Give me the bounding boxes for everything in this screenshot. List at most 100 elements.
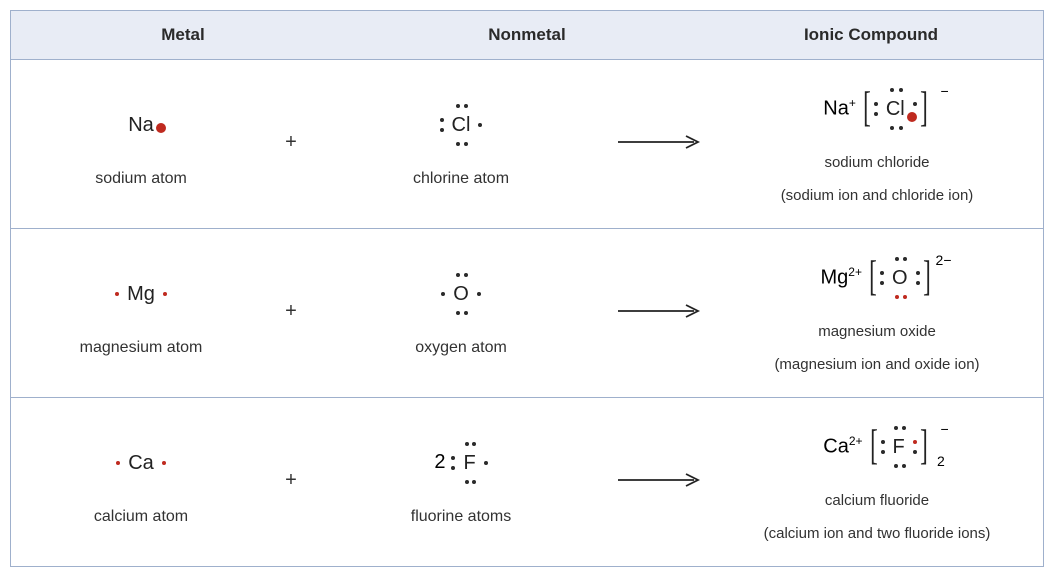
electron-dot	[913, 450, 917, 454]
ionic-compound-table: Metal Nonmetal Ionic Compound Na sodium …	[10, 10, 1044, 567]
electron-dot	[465, 480, 469, 484]
metal-cell: Ca calcium atom	[11, 433, 271, 528]
electron-dot	[894, 426, 898, 430]
subscript: 2	[937, 453, 945, 469]
electron-dot	[116, 461, 120, 465]
bracket-left: [	[863, 92, 871, 126]
element-symbol: Cl	[886, 98, 905, 120]
electron-dot	[913, 102, 917, 106]
product-desc: (calcium ion and two fluoride ions)	[764, 524, 991, 544]
table-row: Mg magnesium atom + O oxygen atom Mg2+ […	[11, 229, 1043, 398]
bracket-right: ]	[920, 430, 928, 464]
product-desc: (sodium ion and chloride ion)	[781, 186, 974, 206]
element-symbol: O	[892, 267, 908, 289]
nonmetal-cell: O oxygen atom	[311, 264, 611, 359]
electron-dot	[472, 442, 476, 446]
electron-dot	[451, 466, 455, 470]
header-metal: Metal	[11, 11, 355, 59]
element-symbol: Mg	[127, 283, 155, 305]
electron-dot	[880, 271, 884, 275]
metal-label: sodium atom	[95, 169, 187, 190]
bracket-left: [	[870, 430, 878, 464]
cation: Na+	[823, 96, 856, 121]
header-product: Ionic Compound	[699, 11, 1043, 59]
nonmetal-label: oxygen atom	[415, 338, 507, 359]
coefficient: 2	[434, 451, 445, 474]
electron-dot	[899, 126, 903, 130]
lewis-structure: F	[451, 443, 487, 483]
electron-dot	[484, 461, 488, 465]
header-nonmetal: Nonmetal	[355, 11, 699, 59]
electron-dot	[916, 271, 920, 275]
bracket-right: ]	[920, 92, 928, 126]
electron-dot	[156, 123, 166, 133]
electron-dot	[894, 464, 898, 468]
arrow-icon	[616, 134, 706, 150]
table-row: Ca calcium atom + 2F fluorine atoms Ca2+…	[11, 398, 1043, 566]
electron-dot	[899, 88, 903, 92]
metal-label: calcium atom	[94, 507, 188, 528]
electron-dot	[162, 461, 166, 465]
product-name: calcium fluoride	[825, 491, 929, 511]
plus-symbol: +	[271, 300, 311, 323]
table-row: Na sodium atom + Cl chlorine atom Na+ [ …	[11, 60, 1043, 229]
product-name: sodium chloride	[824, 153, 929, 173]
arrow-cell	[611, 134, 711, 150]
arrow-cell	[611, 303, 711, 319]
electron-dot	[115, 292, 119, 296]
arrow-cell	[611, 472, 711, 488]
cation-charge: +	[849, 96, 856, 110]
electron-dot	[895, 295, 899, 299]
electron-dot	[440, 118, 444, 122]
arrow-icon	[616, 303, 706, 319]
anion-charge: −	[941, 83, 949, 99]
nonmetal-label: fluorine atoms	[411, 507, 512, 528]
nonmetal-label: chlorine atom	[413, 169, 509, 190]
product-cell: Mg2+ [ O ] 2− magnesium oxide (magnesium…	[711, 248, 1043, 375]
electron-dot	[464, 142, 468, 146]
electron-dot	[478, 123, 482, 127]
electron-dot	[890, 126, 894, 130]
cation: Ca2+	[823, 434, 862, 459]
element-symbol: Cl	[452, 114, 471, 136]
electron-dot	[903, 257, 907, 261]
lewis-structure: Cl	[874, 89, 917, 129]
anion-bracket: [ F ] − 2	[867, 427, 931, 467]
metal-label: magnesium atom	[80, 338, 203, 359]
electron-dot	[456, 104, 460, 108]
electron-dot	[902, 426, 906, 430]
electron-dot	[440, 128, 444, 132]
lewis-structure: Cl	[440, 105, 483, 145]
bracket-left: [	[869, 261, 877, 295]
cation: Mg2+	[820, 265, 861, 290]
electron-dot	[907, 112, 917, 122]
element-symbol: O	[453, 283, 469, 305]
product-cell: Ca2+ [ F ] − 2 calcium fluoride (calcium…	[711, 417, 1043, 544]
table-header: Metal Nonmetal Ionic Compound	[11, 11, 1043, 60]
anion-charge: 2−	[936, 252, 952, 268]
lewis-structure: Mg	[115, 274, 167, 314]
nonmetal-cell: Cl chlorine atom	[311, 95, 611, 190]
electron-dot	[895, 257, 899, 261]
electron-dot	[464, 104, 468, 108]
electron-dot	[472, 480, 476, 484]
electron-dot	[874, 102, 878, 106]
electron-dot	[465, 442, 469, 446]
lewis-structure: O	[880, 258, 920, 298]
bracket-right: ]	[923, 261, 931, 295]
lewis-structure: F	[881, 427, 917, 467]
electron-dot	[456, 311, 460, 315]
electron-dot	[451, 456, 455, 460]
arrow-icon	[616, 472, 706, 488]
metal-cell: Mg magnesium atom	[11, 264, 271, 359]
electron-dot	[456, 273, 460, 277]
anion-bracket: [ O ] 2−	[866, 258, 934, 298]
element-symbol: F	[893, 436, 905, 458]
element-symbol: F	[463, 452, 475, 474]
product-cell: Na+ [ Cl ] − sodium chloride (sodium ion…	[711, 79, 1043, 206]
electron-dot	[913, 440, 917, 444]
electron-dot	[477, 292, 481, 296]
product-name: magnesium oxide	[818, 322, 936, 342]
electron-dot	[903, 295, 907, 299]
anion-charge: −	[941, 421, 949, 437]
